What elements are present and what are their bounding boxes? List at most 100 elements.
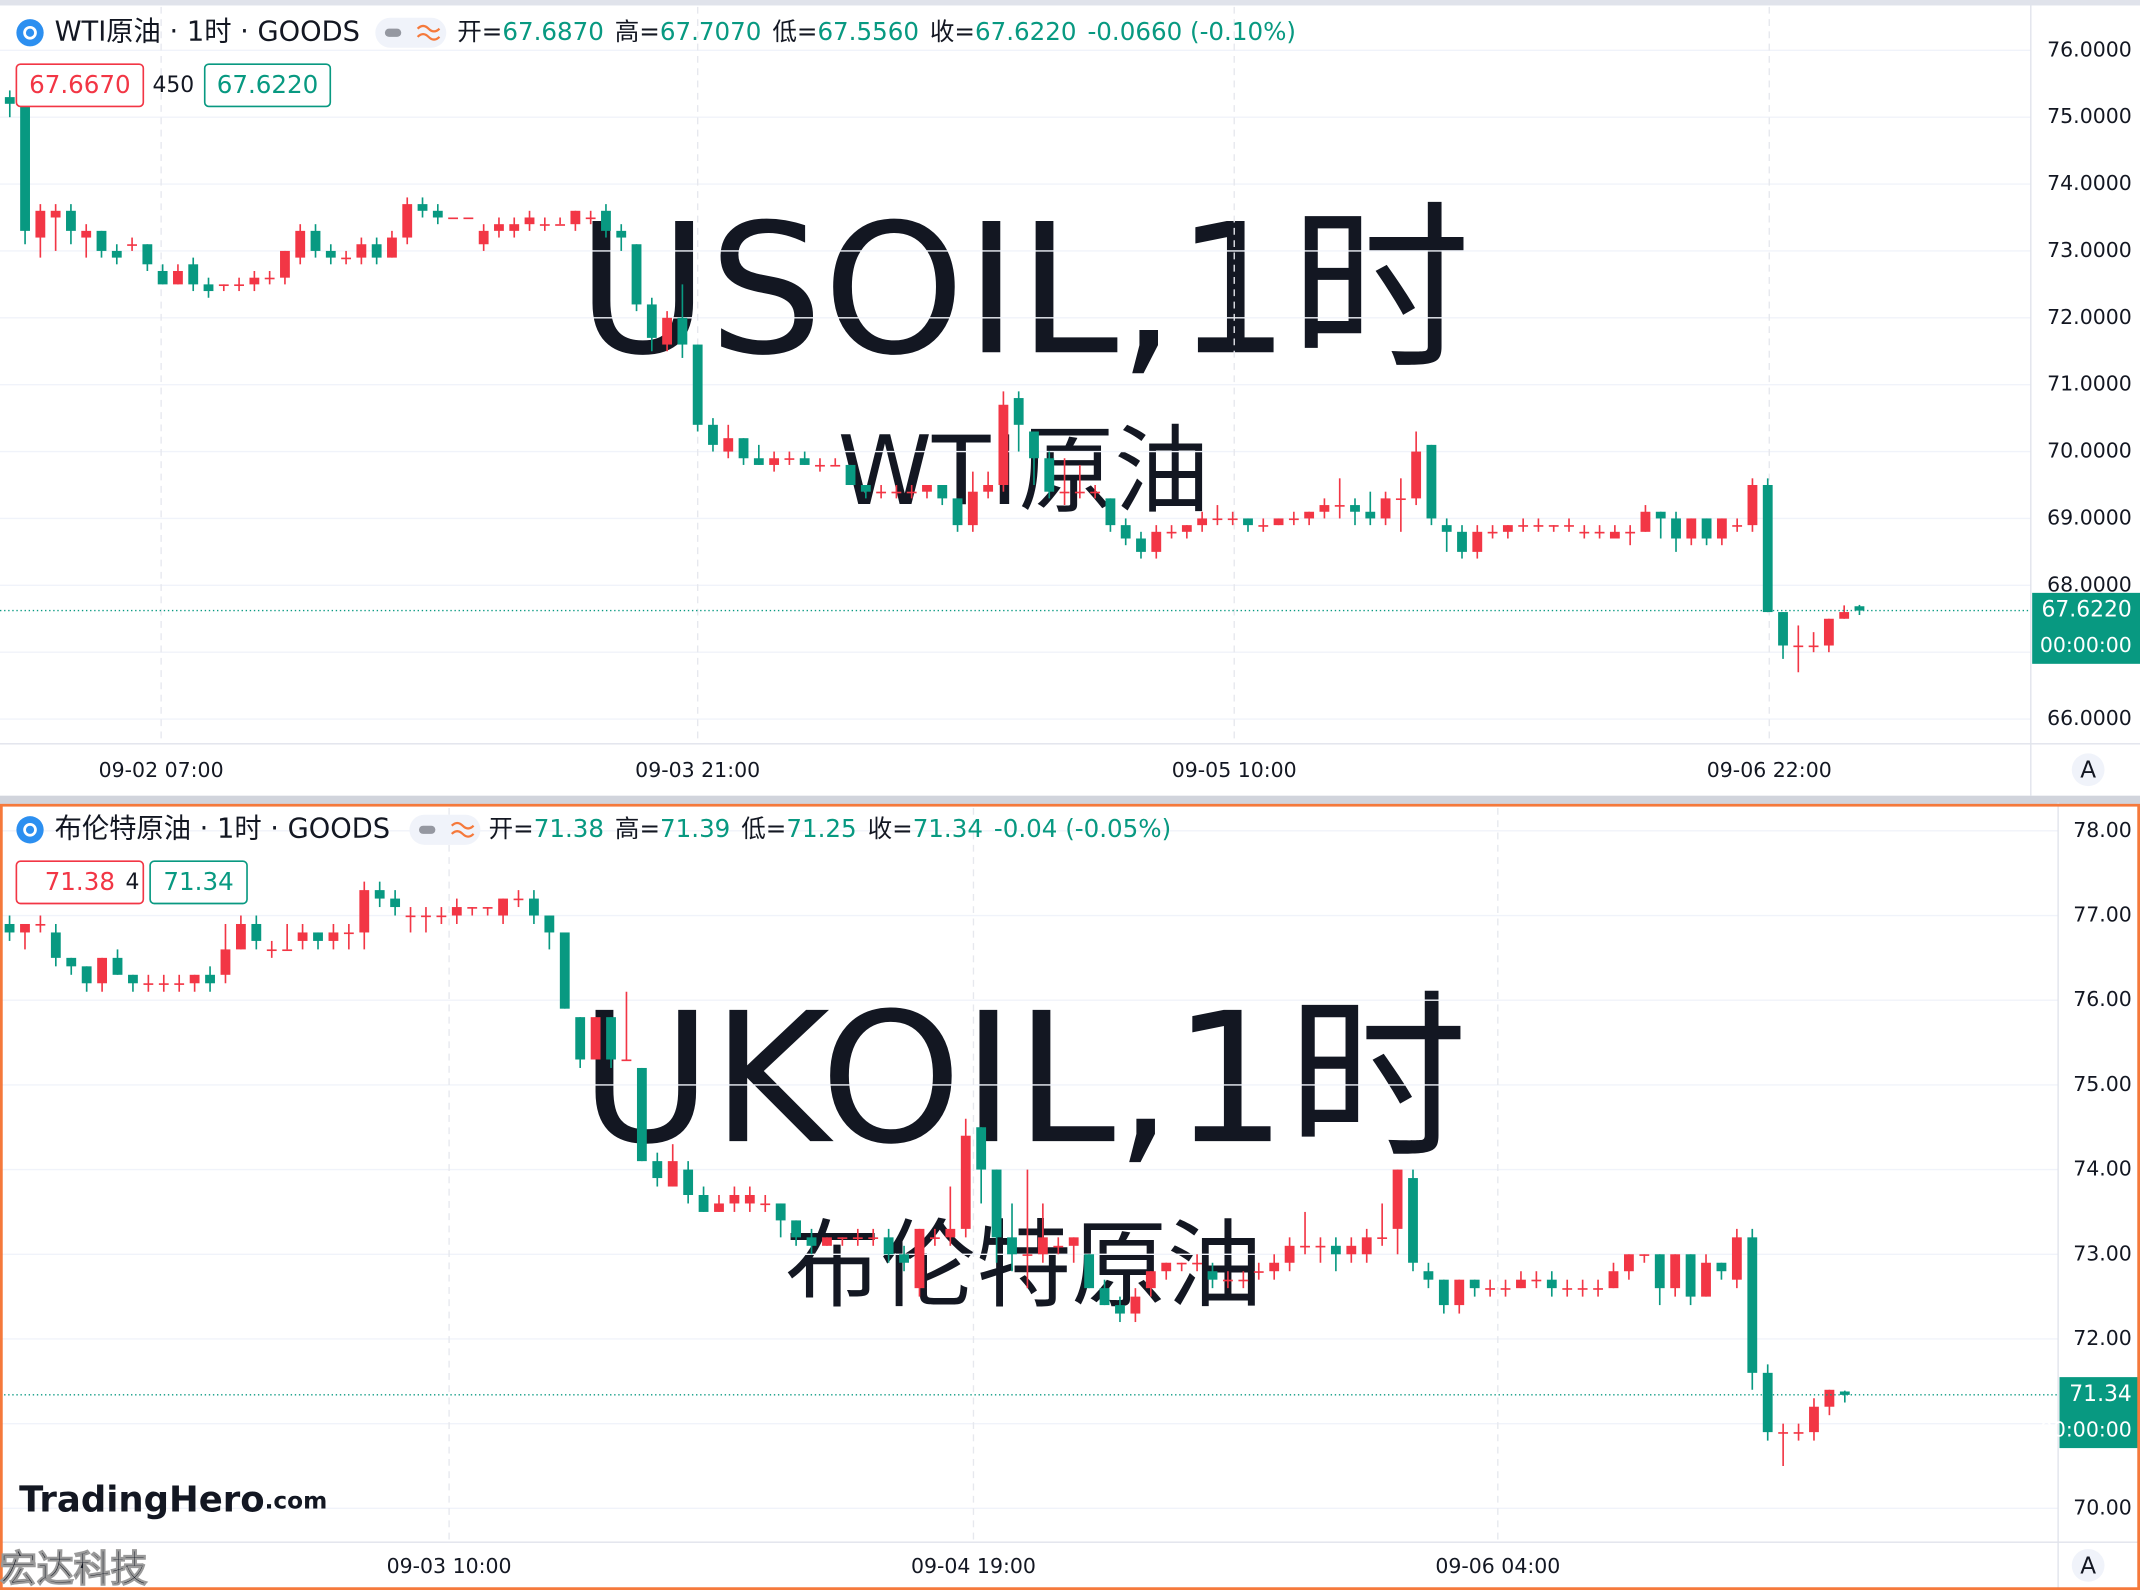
candle-body	[20, 923, 30, 933]
candle-body	[590, 1017, 601, 1060]
candle-body	[1084, 1254, 1095, 1289]
candle-body	[1284, 1245, 1295, 1263]
candle-body	[760, 1203, 771, 1206]
symbol-title: 布伦特原油 · 1时 · GOODS	[55, 813, 391, 844]
candle-body	[1701, 1262, 1711, 1297]
candle-body	[1671, 518, 1681, 539]
candle-body	[405, 915, 416, 918]
last-price-box	[2032, 592, 2140, 664]
candle-body	[667, 1161, 678, 1187]
candle-body	[1472, 531, 1483, 552]
candle-body	[868, 1237, 879, 1239]
candle-body	[1105, 498, 1116, 526]
ask-price[interactable]: 67.6220	[217, 70, 319, 99]
candle-body	[1151, 531, 1162, 552]
ohlc-label: 开=	[489, 814, 534, 843]
candle-body	[529, 898, 539, 916]
candle-body	[218, 284, 229, 287]
candle-body	[359, 890, 370, 933]
x-tick-label: 09-03 21:00	[635, 758, 760, 782]
candle-body	[1701, 518, 1712, 539]
candle-body	[922, 485, 932, 492]
candle-body	[1426, 444, 1437, 519]
candle-body	[677, 317, 688, 345]
candle-body	[983, 485, 994, 492]
candle-body	[1380, 498, 1391, 519]
candle-body	[494, 224, 504, 231]
candle-body	[1762, 1372, 1773, 1433]
candle-body	[1166, 531, 1177, 534]
candle-body	[601, 210, 611, 231]
candle-body	[1099, 1288, 1110, 1306]
candle-body	[860, 485, 871, 492]
ohlc-label: 高=	[615, 17, 660, 46]
candle-body	[1778, 1432, 1789, 1434]
symbol-icon-inner	[23, 822, 37, 837]
candle-body	[876, 491, 887, 494]
y-tick-label: 68.0000	[2047, 572, 2132, 596]
candle-body	[325, 250, 336, 258]
bid-box[interactable]	[15, 860, 145, 905]
ask-price[interactable]: 71.34	[163, 867, 233, 896]
candle-body	[738, 438, 749, 459]
ohlc-label: 高=	[615, 814, 660, 843]
candle-body	[952, 498, 963, 526]
bid-price[interactable]: 67.6670	[29, 70, 131, 99]
candle-body	[387, 237, 397, 258]
ask-box[interactable]	[203, 63, 332, 108]
candle-body	[203, 284, 214, 292]
y-tick-label: 74.0000	[2047, 171, 2132, 195]
y-tick-label: 70.00	[2073, 1495, 2132, 1519]
bid-box[interactable]	[15, 63, 145, 108]
candle-body	[575, 1017, 586, 1060]
ask-box[interactable]	[149, 860, 248, 905]
candle-body	[50, 210, 61, 218]
candle-body	[20, 103, 30, 231]
candle-body	[1839, 612, 1850, 619]
candle-body	[1334, 505, 1345, 507]
candle-body	[297, 932, 308, 941]
candle-body	[1029, 431, 1039, 459]
auto-scale-button[interactable]	[2071, 1549, 2105, 1582]
candle-body	[128, 974, 138, 984]
candle-body	[1548, 525, 1559, 527]
candle-body	[1258, 525, 1269, 527]
x-tick-label: 09-04 19:00	[911, 1554, 1036, 1578]
candle-body	[1747, 1237, 1758, 1373]
ohlc-label: 开=	[457, 17, 502, 46]
candle-body	[1500, 1288, 1511, 1290]
candle-body	[683, 1169, 694, 1195]
watermark-symbol: USOIL,1时	[577, 186, 1471, 395]
symbol-icon	[16, 816, 44, 844]
candle-body	[390, 898, 401, 908]
candle-body	[1361, 1237, 1372, 1255]
candle-body	[698, 1194, 709, 1212]
auto-scale-button[interactable]	[2071, 753, 2105, 787]
candle-body	[280, 250, 290, 278]
candle-body	[157, 270, 168, 285]
candle-body	[35, 923, 46, 926]
bid-price[interactable]: 71.38	[45, 867, 115, 896]
candle-body	[1839, 1391, 1850, 1395]
ohlc-label: 收=	[930, 17, 975, 46]
active-panel-border	[0, 803, 2140, 1590]
candle-body	[421, 915, 431, 918]
auto-scale-label[interactable]: A	[2080, 757, 2096, 784]
panel-separator	[0, 795, 2140, 806]
candle-body	[432, 210, 443, 218]
candle-body	[1330, 1245, 1341, 1255]
candle-body	[158, 983, 169, 985]
chart-panel: USOIL,1时WTI原油66.000067.000068.000069.000…	[0, 1, 2140, 796]
ohlc-value: 67.7070	[660, 17, 762, 46]
candle-body	[235, 923, 246, 950]
candle-body	[646, 304, 657, 338]
candle-body	[313, 932, 323, 941]
y-tick-label: 69.0000	[2047, 505, 2132, 529]
candle-body	[729, 1194, 740, 1204]
candle-body	[1562, 1288, 1573, 1290]
ohlc-label: 低=	[772, 17, 817, 46]
candle-body	[1090, 491, 1101, 494]
auto-scale-label[interactable]: A	[2080, 1552, 2096, 1579]
y-tick-label: 70.0000	[2047, 439, 2132, 463]
